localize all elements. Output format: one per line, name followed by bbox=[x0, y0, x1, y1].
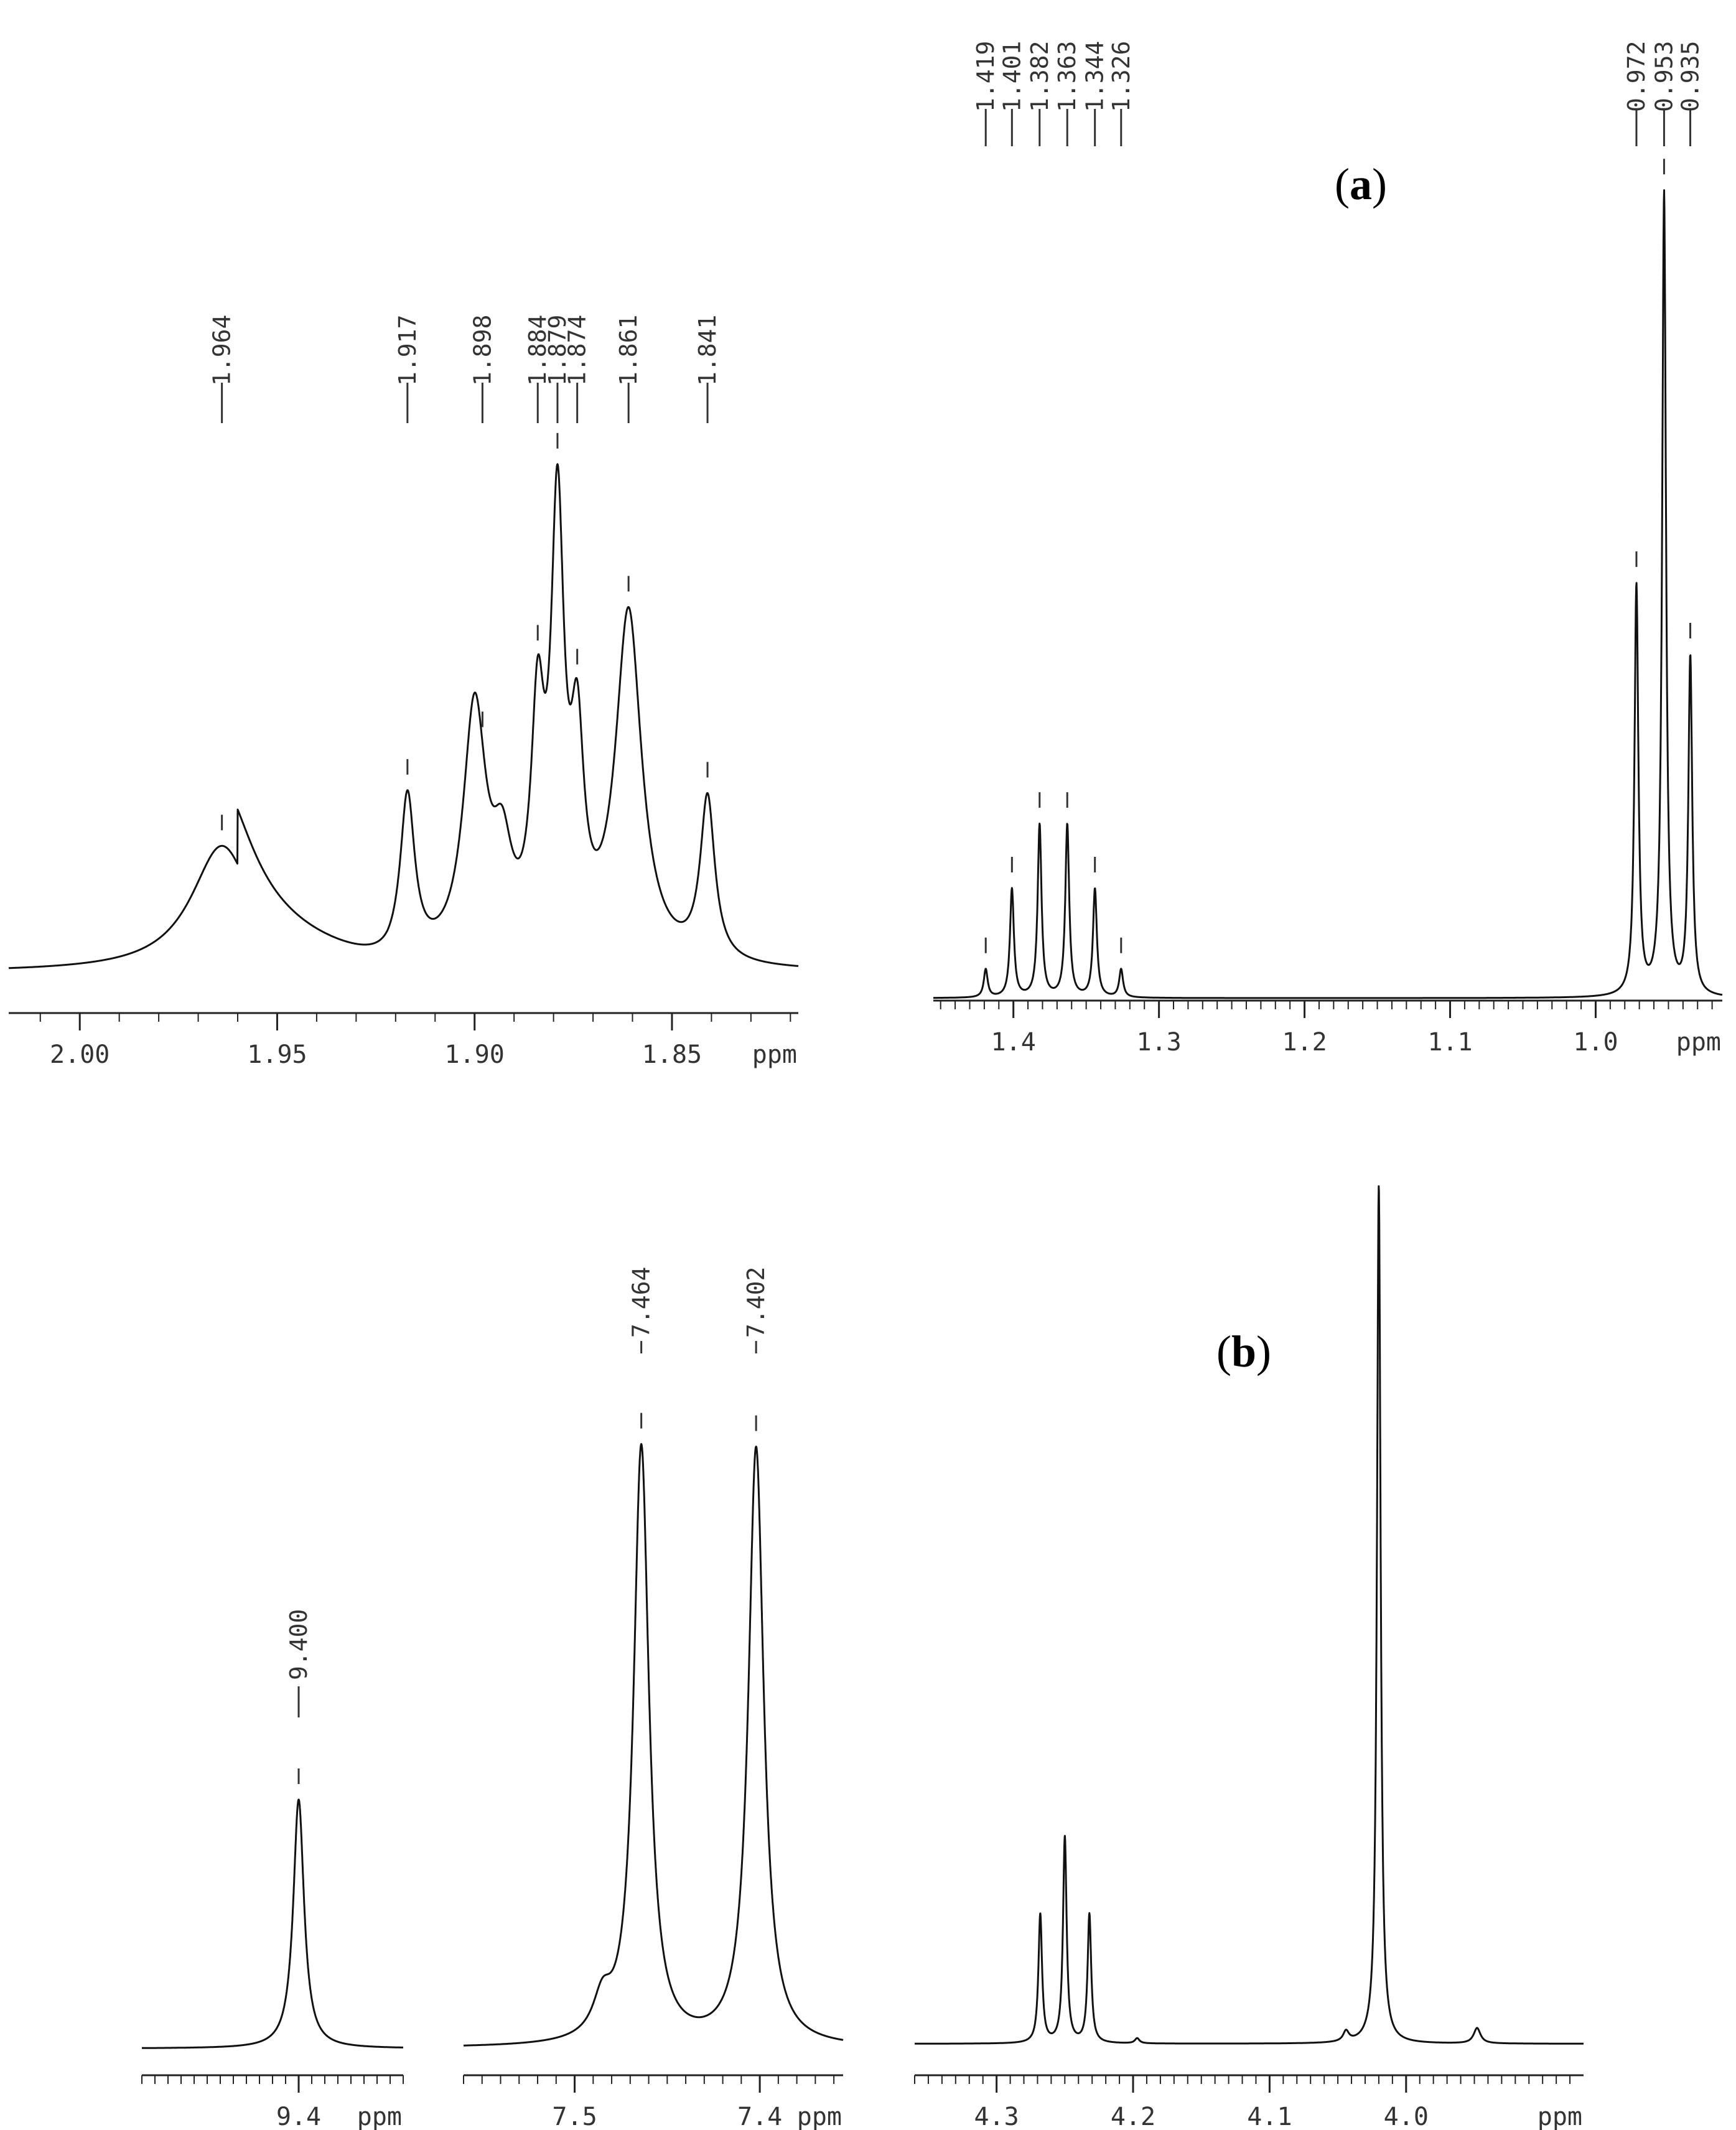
tick-label: 1.4 bbox=[991, 1028, 1036, 1057]
tick-label: 1.85 bbox=[642, 1040, 702, 1069]
tick-label: 7.4 bbox=[737, 2103, 782, 2130]
spectrum-line bbox=[8, 463, 799, 969]
peak-label: 1.884 bbox=[524, 315, 551, 386]
peak-label: 1.861 bbox=[615, 315, 642, 386]
tick-label: 4.3 bbox=[974, 2103, 1019, 2130]
tick-label: 4.2 bbox=[1111, 2103, 1155, 2130]
peak-label: 0.972 bbox=[1623, 41, 1650, 112]
peak-label: 7.402 bbox=[742, 1267, 770, 1338]
x-axis-label: ppm bbox=[1538, 2103, 1582, 2130]
peak-label: 1.401 bbox=[998, 41, 1025, 112]
peak-label: 1.874 bbox=[564, 315, 591, 386]
peak-label: 1.841 bbox=[694, 315, 721, 386]
spectrum-panel-9.40: 9.4 ppm 9.400 bbox=[141, 1609, 404, 2130]
peak-label: 1.879 bbox=[544, 315, 571, 386]
peak-label: 1.419 bbox=[972, 41, 999, 112]
peak-label: 1.344 bbox=[1081, 41, 1109, 112]
spectrum-panel-4.3-3.95: 4.3 4.2 4.1 4.0 ppm bbox=[913, 1185, 1585, 2130]
x-axis-label: ppm bbox=[1676, 1028, 1721, 1057]
peak-label: 9.400 bbox=[285, 1609, 312, 1680]
tick-label: 1.2 bbox=[1282, 1028, 1327, 1057]
tick-label: 1.3 bbox=[1136, 1028, 1181, 1057]
peak-label: 1.326 bbox=[1108, 41, 1135, 112]
spectrum-panel-7.46-7.40: 7.5 7.4 ppm 7.464 7.402 bbox=[462, 1267, 844, 2130]
peak-label: 1.964 bbox=[208, 315, 236, 386]
peak-label: 0.935 bbox=[1677, 41, 1704, 112]
tick-label: 1.90 bbox=[445, 1040, 505, 1069]
spectrum-line bbox=[141, 1798, 404, 2049]
tick-label: 4.0 bbox=[1384, 2103, 1429, 2130]
peak-label: 7.464 bbox=[628, 1267, 655, 1338]
x-axis-label: ppm bbox=[357, 2103, 402, 2130]
peak-label: 1.898 bbox=[469, 315, 496, 386]
tick-label: 2.00 bbox=[50, 1040, 110, 1069]
spectrum-line bbox=[462, 1443, 844, 2047]
peak-label: 1.382 bbox=[1026, 41, 1053, 112]
peak-label: 1.917 bbox=[394, 315, 421, 386]
tick-label: 1.1 bbox=[1427, 1028, 1472, 1057]
spectrum-line bbox=[913, 1185, 1585, 2045]
panel-label-b: (b) bbox=[1216, 1327, 1271, 1376]
tick-label: 7.5 bbox=[552, 2103, 597, 2130]
peak-label: 1.363 bbox=[1053, 41, 1081, 112]
tick-label: 9.4 bbox=[276, 2103, 321, 2130]
peak-label: 0.953 bbox=[1650, 41, 1678, 112]
spectrum-line bbox=[933, 189, 1723, 999]
x-axis-label: ppm bbox=[797, 2103, 842, 2130]
x-axis-label: ppm bbox=[752, 1040, 797, 1069]
tick-label: 1.0 bbox=[1573, 1028, 1618, 1057]
tick-label: 1.95 bbox=[247, 1040, 307, 1069]
tick-label: 4.1 bbox=[1247, 2103, 1292, 2130]
panel-label-a: (a) bbox=[1335, 159, 1387, 209]
